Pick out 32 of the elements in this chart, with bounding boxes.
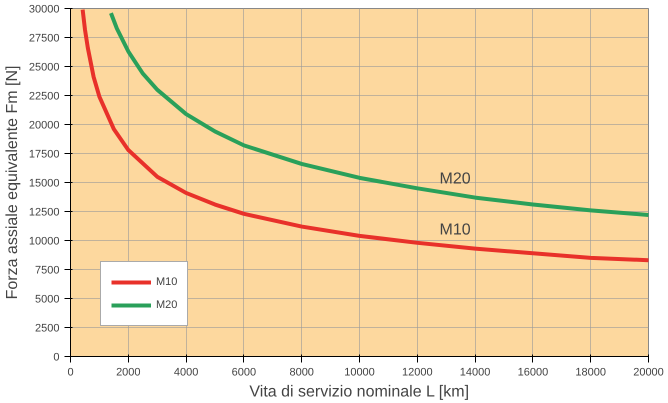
x-tick-label: 16000 — [518, 366, 548, 378]
line-series — [108, 11, 648, 217]
annotation: M10 — [440, 222, 471, 239]
x-tick-label: 4000 — [174, 366, 198, 378]
y-tick-label: 12500 — [28, 206, 60, 218]
annotation: M20 — [440, 170, 471, 188]
x-tick-label: 8000 — [289, 366, 314, 378]
y-tick-label: 27500 — [28, 32, 60, 44]
y-tick-label: 17500 — [28, 148, 60, 160]
x-tick-label: 6000 — [232, 366, 256, 378]
y-tick-label: 2500 — [35, 322, 60, 334]
x-tick-label: 18000 — [575, 366, 606, 378]
y-tick-label: 7500 — [35, 264, 60, 276]
legend-label: M20 — [156, 299, 178, 311]
x-tick-label: 12000 — [402, 366, 433, 378]
x-tick-label: 10000 — [344, 366, 375, 378]
y-tick-label: 22500 — [28, 90, 60, 102]
y-tick-label: 10000 — [28, 236, 60, 248]
x-tick-label: 2000 — [116, 366, 141, 378]
y-tick-label: 30000 — [28, 4, 60, 16]
y-tick-label: 0 — [53, 352, 60, 364]
y-tick-label: 20000 — [28, 120, 60, 132]
legend-label: M10 — [156, 276, 178, 288]
y-tick-label: 25000 — [28, 62, 60, 74]
y-tick-label: 5000 — [35, 294, 60, 306]
y-axis-title: Forza assiale equivalente Fm [N] — [4, 66, 21, 300]
y-tick-label: 15000 — [28, 178, 60, 190]
line-series — [80, 8, 648, 262]
x-tick-label: 14000 — [460, 366, 490, 378]
x-axis-title: Vita di servizio nominale L [km] — [249, 384, 470, 400]
x-tick-label: 0 — [67, 366, 74, 378]
x-tick-label: 20000 — [633, 366, 664, 378]
